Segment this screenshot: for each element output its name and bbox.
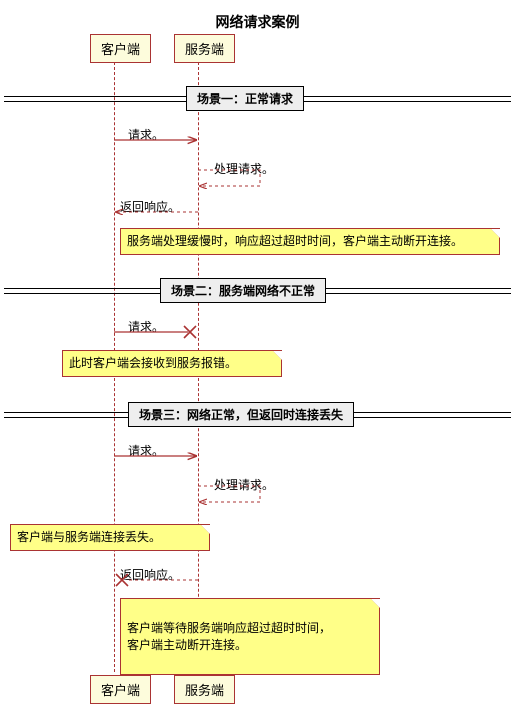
note-corner-icon	[272, 350, 282, 360]
msg-s2-req-label: 请求。	[128, 318, 164, 335]
note-1-text: 服务端处理缓慢时，响应超过超时时间，客户端主动断开连接。	[127, 234, 463, 248]
divider-1-label: 场景一：正常请求	[186, 86, 304, 111]
note-corner-icon	[370, 598, 380, 608]
msg-s1-req-label: 请求。	[128, 126, 164, 143]
note-3: 客户端与服务端连接丢失。	[10, 524, 210, 551]
actor-client-bottom: 客户端	[90, 675, 151, 704]
divider-3-label: 场景三：网络正常，但返回时连接丢失	[128, 402, 354, 427]
note-corner-icon	[200, 524, 210, 534]
msg-s1-self-label: 处理请求。	[214, 160, 274, 177]
actor-client-top: 客户端	[90, 34, 151, 63]
note-4-text: 客户端等待服务端响应超过超时时间， 客户端主动断开连接。	[127, 621, 331, 652]
note-3-text: 客户端与服务端连接丢失。	[17, 530, 161, 544]
msg-s1-res-label: 返回响应。	[120, 198, 180, 215]
msg-s3-res-label: 返回响应。	[120, 566, 180, 583]
note-corner-icon	[490, 228, 500, 238]
sequence-diagram: 网络请求案例 客户端 服务端 场景一：正常请求 场景二：服务端网络不正常 场景三…	[0, 0, 515, 707]
divider-2-label: 场景二：服务端网络不正常	[160, 278, 326, 303]
note-2: 此时客户端会接收到服务报错。	[62, 350, 282, 377]
note-2-text: 此时客户端会接收到服务报错。	[69, 356, 237, 370]
note-1: 服务端处理缓慢时，响应超过超时时间，客户端主动断开连接。	[120, 228, 500, 255]
msg-s3-self-label: 处理请求。	[214, 476, 274, 493]
msg-s3-req-label: 请求。	[128, 442, 164, 459]
actor-server-bottom: 服务端	[174, 675, 235, 704]
diagram-title: 网络请求案例	[0, 12, 515, 32]
note-4: 客户端等待服务端响应超过超时时间， 客户端主动断开连接。	[120, 598, 380, 675]
actor-server-top: 服务端	[174, 34, 235, 63]
